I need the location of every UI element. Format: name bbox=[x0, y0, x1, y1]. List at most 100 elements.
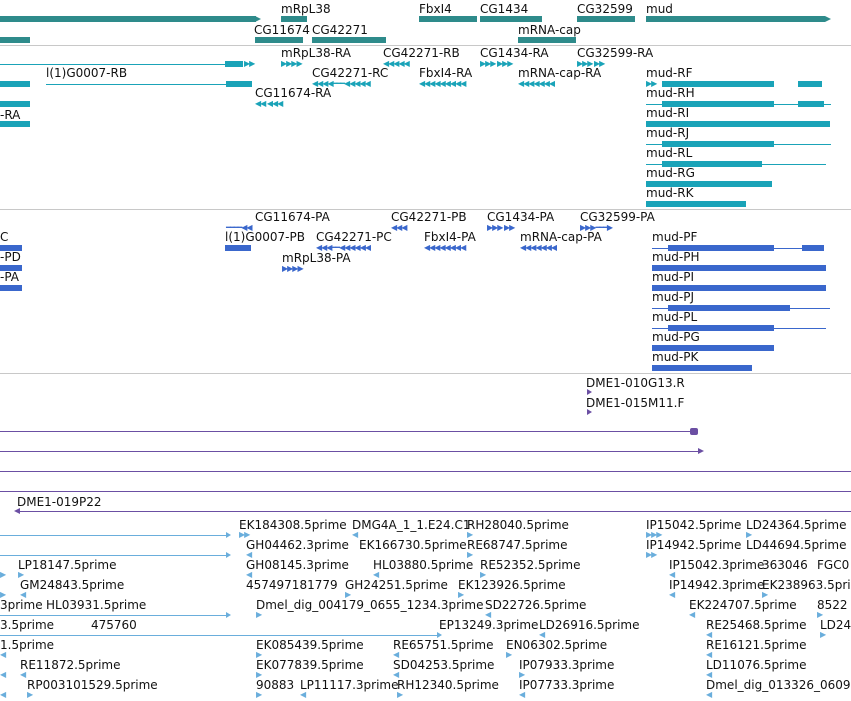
transcript-label-mud-rf[interactable]: mud-RF bbox=[646, 66, 693, 80]
exon[interactable] bbox=[0, 101, 30, 107]
gene-label-cg11674[interactable]: CG11674 bbox=[254, 23, 310, 37]
protein-label-mrpl38-pa[interactable]: mRpL38-PA bbox=[282, 251, 351, 265]
exon[interactable] bbox=[662, 141, 774, 147]
est-label[interactable]: RE25468.5prime bbox=[706, 618, 807, 632]
est-label[interactable]: FGC0 bbox=[817, 558, 850, 572]
est-label[interactable]: 1.5prime bbox=[0, 638, 55, 652]
gene-mrpl38[interactable] bbox=[281, 16, 307, 22]
gene-label-mud[interactable]: mud bbox=[646, 2, 673, 16]
gene-label-cg32599[interactable]: CG32599 bbox=[577, 2, 633, 16]
protein-l1g0007-pb[interactable] bbox=[225, 245, 251, 251]
exon[interactable] bbox=[798, 81, 822, 87]
gene-label-fbxi4[interactable]: FbxI4 bbox=[419, 2, 452, 16]
gene-mud[interactable] bbox=[646, 16, 825, 22]
exon[interactable] bbox=[652, 345, 774, 351]
est-label[interactable]: RH28040.5prime bbox=[467, 518, 569, 532]
protein-mrpl38-pa[interactable]: ▶▶▶▶ bbox=[282, 264, 304, 273]
est-mark[interactable]: ▶ bbox=[256, 610, 262, 619]
est-label[interactable]: RE16121.5prime bbox=[706, 638, 807, 652]
protein-label-fbxi4-pa[interactable]: FbxI4-PA bbox=[424, 230, 476, 244]
exon[interactable] bbox=[226, 81, 252, 87]
protein-cg11674-pa[interactable]: ━━━━◀◀ bbox=[226, 223, 253, 232]
est-label[interactable]: Dmel_dig_004179_0655_1234.3prime bbox=[256, 598, 484, 612]
est-line[interactable] bbox=[0, 555, 226, 556]
transcript-mud-rf[interactable]: ▶▶ bbox=[646, 79, 657, 88]
est-mark[interactable]: ◀ bbox=[246, 570, 252, 579]
est-mark[interactable]: ◀ bbox=[20, 670, 26, 679]
exon[interactable] bbox=[798, 101, 824, 107]
est-mark[interactable]: ◀ bbox=[669, 570, 675, 579]
est-line[interactable] bbox=[0, 535, 226, 536]
gene-cg42271[interactable] bbox=[312, 37, 386, 43]
protein-label-mud-ph[interactable]: mud-PH bbox=[652, 250, 700, 264]
protein-label-partial-c[interactable]: C bbox=[0, 230, 9, 244]
transcript-label-mud-rg[interactable]: mud-RG bbox=[646, 166, 695, 180]
transcript-label-mud-rl[interactable]: mud-RL bbox=[646, 146, 693, 160]
transcript-cg11674-ra[interactable]: ◀◀ ◀◀◀ bbox=[255, 99, 283, 108]
gene-cg1434[interactable] bbox=[480, 16, 542, 22]
est-label[interactable]: RE52352.5prime bbox=[480, 558, 581, 572]
est-label[interactable]: EK123926.5prime bbox=[458, 578, 566, 592]
transcript-cg32599-ra[interactable]: ▶▶▶ ▶▶ bbox=[577, 59, 605, 68]
exon[interactable] bbox=[662, 161, 762, 167]
est-mark[interactable]: ▶ bbox=[817, 610, 823, 619]
transcript-label-mud-rj[interactable]: mud-RJ bbox=[646, 126, 690, 140]
transcript-label-mud-rh[interactable]: mud-RH bbox=[646, 86, 695, 100]
protein-cg42271-pc[interactable]: ◀◀◀━━◀◀◀◀◀◀ bbox=[316, 243, 371, 252]
est-label[interactable]: IP15042.5prime bbox=[646, 518, 742, 532]
est-label[interactable]: SD04253.5prime bbox=[393, 658, 495, 672]
gene-cg11674[interactable] bbox=[255, 37, 303, 43]
exon[interactable] bbox=[668, 245, 774, 251]
exon[interactable] bbox=[668, 325, 774, 331]
est-label[interactable]: HL03931.5prime bbox=[46, 598, 147, 612]
est-label[interactable]: Dmel_dig_013326_0609 bbox=[706, 678, 851, 692]
gene-mrna-cap[interactable] bbox=[518, 37, 576, 43]
est-label[interactable]: RP003101529.5prime bbox=[27, 678, 158, 692]
protein-label-cg1434-pa[interactable]: CG1434-PA bbox=[487, 210, 555, 224]
protein-label-cg11674-pa[interactable]: CG11674-PA bbox=[255, 210, 330, 224]
protein-label-mud-pl[interactable]: mud-PL bbox=[652, 310, 698, 324]
protein-label-l1g0007-pb[interactable]: l(1)G0007-PB bbox=[225, 230, 305, 244]
est-mark[interactable]: ▶ bbox=[0, 590, 6, 599]
est-mark[interactable]: ◀ bbox=[0, 650, 6, 659]
protein-label-partial-pd[interactable]: -PD bbox=[0, 250, 21, 264]
est-label[interactable]: HL03880.5prime bbox=[373, 558, 474, 572]
transcript-label-cg1434-ra[interactable]: CG1434-RA bbox=[480, 46, 549, 60]
est-mark[interactable]: ◀ bbox=[20, 590, 26, 599]
est-mark[interactable]: ◀ bbox=[373, 570, 379, 579]
protein-fbxi4-pa[interactable]: ◀◀◀◀◀◀◀◀ bbox=[424, 243, 466, 252]
transcript-label-partial-ra[interactable]: -RA bbox=[0, 108, 21, 122]
protein-label-cg42271-pb[interactable]: CG42271-PB bbox=[391, 210, 467, 224]
est-label[interactable]: IP14942.5prime bbox=[646, 538, 742, 552]
protein-mrna-cap-pa[interactable]: ◀◀◀◀◀◀◀ bbox=[520, 243, 557, 252]
est-label[interactable]: GH08145.3prime bbox=[246, 558, 349, 572]
protein-label-mud-pi[interactable]: mud-PI bbox=[652, 270, 695, 284]
gene-label-mrna-cap[interactable]: mRNA-cap bbox=[518, 23, 581, 37]
est-label[interactable]: RE65751.5prime bbox=[393, 638, 494, 652]
exon[interactable] bbox=[662, 101, 774, 107]
est-mark[interactable]: ▶▶▶ bbox=[646, 530, 663, 539]
est-label[interactable]: LD44694.5prime bbox=[746, 538, 847, 552]
gene-cg32599[interactable] bbox=[577, 16, 635, 22]
exon[interactable] bbox=[646, 181, 772, 187]
est-label[interactable]: EK184308.5prime bbox=[239, 518, 347, 532]
est-mark[interactable]: ◀ bbox=[689, 610, 695, 619]
est-label[interactable]: 3prime bbox=[0, 598, 43, 612]
est-label[interactable]: EK238963.5prime bbox=[762, 578, 851, 592]
est-line[interactable] bbox=[0, 615, 226, 616]
est-label[interactable]: LD24364.5prime bbox=[746, 518, 847, 532]
clone-label-dme1-010g13r[interactable]: DME1-010G13.R bbox=[586, 376, 685, 390]
protein-label-partial-pa[interactable]: -PA bbox=[0, 270, 20, 284]
exon[interactable] bbox=[646, 201, 746, 207]
est-label[interactable]: SD22726.5prime bbox=[485, 598, 587, 612]
est-mark[interactable]: ▶ bbox=[480, 570, 486, 579]
est-mark[interactable]: ◀ bbox=[706, 650, 712, 659]
est-mark[interactable]: ▶ bbox=[820, 630, 826, 639]
est-label[interactable]: EK224707.5prime bbox=[689, 598, 797, 612]
exon[interactable] bbox=[225, 61, 243, 67]
est-label[interactable]: 3.5prime bbox=[0, 618, 55, 632]
clone-line[interactable] bbox=[0, 491, 851, 492]
est-label[interactable]: EN06302.5prime bbox=[506, 638, 608, 652]
exon[interactable] bbox=[652, 265, 826, 271]
est-mark[interactable]: ▶ bbox=[18, 570, 24, 579]
